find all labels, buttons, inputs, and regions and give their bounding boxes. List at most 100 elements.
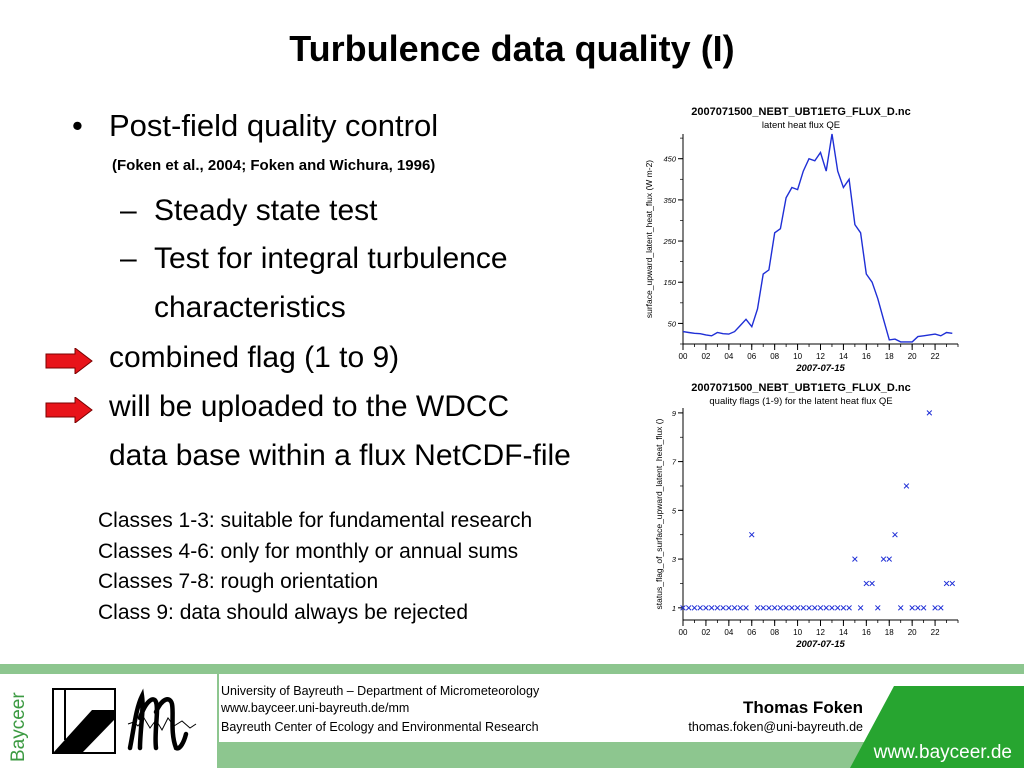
- red-arrow-icon: [45, 397, 93, 423]
- x-axis-label: 2007-07-15: [795, 363, 845, 374]
- netcdf-continuation: data base within a flux NetCDF-file: [109, 439, 571, 472]
- bullet-dot: •: [72, 108, 83, 143]
- data-point: [829, 605, 835, 611]
- data-point: [920, 605, 927, 611]
- x-tick-label: 06: [747, 628, 756, 637]
- x-tick-label: 12: [816, 352, 825, 361]
- class-line: Classes 7-8: rough orientation: [98, 570, 379, 593]
- chart-subtitle: latent heat flux QE: [761, 120, 841, 131]
- slide-title: Turbulence data quality (I): [289, 28, 735, 69]
- data-point: [886, 556, 893, 562]
- data-point: [789, 605, 795, 611]
- data-point: [697, 605, 703, 611]
- data-point: [771, 605, 778, 611]
- data-point: [863, 580, 870, 587]
- data-point: [794, 605, 801, 611]
- y-tick-label: 5: [672, 506, 677, 515]
- y-tick-label: 3: [672, 555, 677, 564]
- latent-heat-flux-chart: 2007071500_NEBT_UBT1ETG_FLUX_D.nc latent…: [640, 104, 962, 380]
- data-point: [823, 605, 829, 611]
- data-point: [812, 605, 818, 611]
- data-point: [875, 605, 881, 611]
- y-tick-label: 7: [672, 458, 677, 467]
- bayceer-vertical-logo: Bayceer: [8, 692, 29, 762]
- chart-subtitle: quality flags (1-9) for the latent heat …: [709, 396, 893, 407]
- y-tick-label: 9: [672, 409, 677, 418]
- data-point: [806, 605, 812, 611]
- data-point: [938, 605, 944, 611]
- x-tick-label: 16: [862, 352, 871, 361]
- y-tick-label: 250: [662, 237, 676, 246]
- x-tick-label: 14: [839, 628, 848, 637]
- chart-title: 2007071500_NEBT_UBT1ETG_FLUX_D.nc: [691, 382, 911, 394]
- dash-icon: –: [120, 194, 137, 227]
- data-point: [691, 605, 698, 611]
- x-tick-label: 00: [679, 352, 688, 361]
- data-point: [949, 580, 956, 587]
- red-arrow-icon: [45, 348, 93, 374]
- dash-icon: –: [120, 242, 137, 275]
- quality-flags-chart: 2007071500_NEBT_UBT1ETG_FLUX_D.nc qualit…: [640, 382, 962, 652]
- x-tick-label: 10: [793, 352, 802, 361]
- x-tick-label: 02: [701, 352, 710, 361]
- data-line: [682, 133, 953, 343]
- x-tick-label: 02: [701, 628, 710, 637]
- chart-title: 2007071500_NEBT_UBT1ETG_FLUX_D.nc: [691, 106, 911, 118]
- data-point: [726, 605, 732, 611]
- department-url[interactable]: www.bayceer.uni-bayreuth.de/mm: [221, 701, 410, 715]
- x-tick-label: 14: [839, 352, 848, 361]
- x-axis-label: 2007-07-15: [795, 639, 845, 650]
- y-axis-label: status_flag_of_surface_upward_latent_hea…: [654, 418, 664, 609]
- reference-citation: (Foken et al., 2004; Foken and Wichura, …: [112, 157, 436, 174]
- data-point: [743, 605, 749, 611]
- data-point: [915, 605, 921, 611]
- university-name: University of Bayreuth – Department of M…: [221, 684, 540, 698]
- quality-classes-list: Classes 1-3: suitable for fundamental re…: [98, 506, 532, 628]
- y-axis-label: surface_upward_latent_heat_flux (W m-2): [644, 160, 654, 318]
- x-tick-label: 20: [908, 352, 917, 361]
- y-tick-label: 150: [663, 278, 676, 287]
- author-email[interactable]: thomas.foken@uni-bayreuth.de: [688, 720, 863, 734]
- x-tick-label: 22: [931, 352, 940, 361]
- x-tick-label: 10: [793, 628, 802, 637]
- y-tick-label: 450: [663, 155, 676, 164]
- data-point: [909, 605, 915, 611]
- x-tick-label: 18: [885, 628, 894, 637]
- bayceer-url[interactable]: www.bayceer.de: [873, 742, 1012, 763]
- data-point: [737, 605, 744, 611]
- x-tick-label: 08: [770, 628, 779, 637]
- x-tick-label: 18: [885, 352, 894, 361]
- university-info: University of Bayreuth – Department of M…: [221, 683, 539, 717]
- data-point: [720, 605, 726, 611]
- data-point: [783, 605, 789, 611]
- chart-plot: 00 02 04 06 08 10 12 14 16 18 20 22 50 150 250 350 450 20…: [644, 133, 959, 374]
- y-tick-label: 50: [668, 319, 677, 328]
- main-bullet-text: Post-field quality control: [109, 108, 439, 143]
- x-tick-label: 16: [862, 628, 871, 637]
- sub-bullet-text: Steady state test: [154, 194, 378, 227]
- data-point: [892, 531, 898, 538]
- micrometeorology-logo-icon: [52, 688, 116, 754]
- data-point: [685, 605, 692, 611]
- x-tick-label: 08: [770, 352, 779, 361]
- footer-divider: [217, 674, 219, 768]
- sub-bullet-text: Test for integral turbulence: [154, 242, 508, 275]
- banner-shape: [850, 686, 1024, 768]
- data-point: [834, 605, 841, 611]
- data-point: [903, 483, 910, 489]
- bayceer-url-banner[interactable]: www.bayceer.de: [850, 686, 1024, 768]
- arrow-line-text: combined flag (1 to 9): [109, 341, 400, 374]
- data-point: [846, 605, 852, 611]
- x-tick-label: 04: [724, 628, 733, 637]
- x-tick-label: 20: [908, 628, 917, 637]
- data-point: [880, 556, 887, 562]
- data-point: [777, 605, 784, 611]
- author-name: Thomas Foken: [743, 698, 863, 717]
- data-point: [840, 605, 847, 611]
- x-tick-label: 22: [931, 628, 940, 637]
- data-point: [714, 605, 721, 611]
- y-tick-label: 350: [663, 196, 676, 205]
- data-point: [708, 605, 715, 611]
- data-point: [680, 605, 686, 611]
- arrow-line-text: will be uploaded to the WDCC: [109, 390, 510, 423]
